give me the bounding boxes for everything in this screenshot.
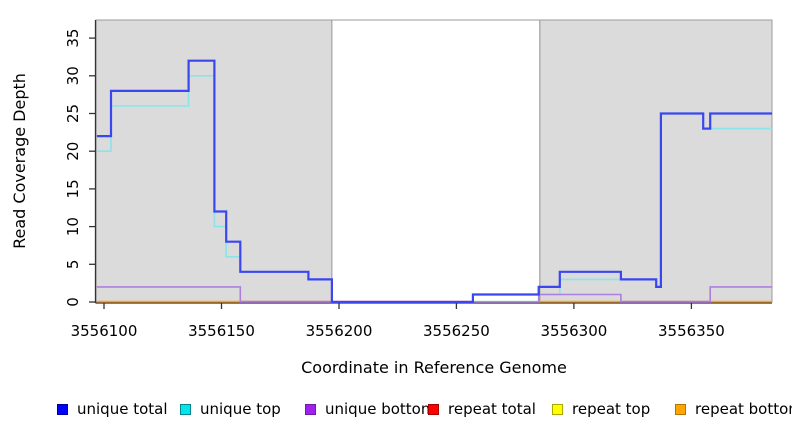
legend-item-unique-top: unique top bbox=[180, 400, 281, 418]
y-tick-label: 0 bbox=[64, 297, 82, 307]
x-tick-label: 3556300 bbox=[540, 322, 607, 340]
x-tick-label: 3556250 bbox=[423, 322, 490, 340]
x-tick-label: 3556150 bbox=[188, 322, 255, 340]
line-unique-bottom bbox=[96, 286, 772, 303]
y-tick-label: 30 bbox=[64, 66, 82, 85]
legend-swatch-icon bbox=[428, 403, 439, 415]
legend-item-repeat-total: repeat total bbox=[428, 400, 536, 418]
legend-label-unique-total: unique total bbox=[77, 400, 168, 418]
x-axis-title: Coordinate in Reference Genome bbox=[301, 358, 567, 377]
legend-swatch-icon bbox=[675, 403, 686, 415]
legend-item-unique-total: unique total bbox=[57, 400, 168, 418]
y-tick-label: 20 bbox=[64, 142, 82, 161]
legend-label-unique-top: unique top bbox=[200, 400, 281, 418]
shaded-region-right bbox=[539, 19, 773, 303]
legend-swatch-icon bbox=[57, 403, 68, 415]
legend-item-repeat-bottom: repeat bottom bbox=[675, 400, 792, 418]
y-tick-label: 35 bbox=[64, 29, 82, 48]
x-tick-label: 3556100 bbox=[71, 322, 138, 340]
clear-region-middle bbox=[331, 19, 541, 303]
line-unique-total bbox=[96, 59, 772, 304]
legend-swatch-icon bbox=[552, 403, 563, 415]
y-tick-label: 15 bbox=[64, 179, 82, 198]
lines-layer bbox=[96, 59, 772, 304]
y-tick-label: 10 bbox=[64, 217, 82, 236]
legend-label-repeat-bottom: repeat bottom bbox=[695, 400, 792, 418]
legend-item-repeat-top: repeat top bbox=[552, 400, 651, 418]
x-tick-label: 3556350 bbox=[658, 322, 725, 340]
y-axis-title: Read Coverage Depth bbox=[10, 73, 29, 249]
y-tick-label: 25 bbox=[64, 104, 82, 123]
axes-layer: 3556100 3556150 3556200 3556250 3556300 35563… bbox=[64, 20, 772, 340]
y-tick-label: 5 bbox=[64, 260, 82, 270]
legend-item-unique-bottom: unique bottom bbox=[305, 400, 436, 418]
x-tick-label: 3556200 bbox=[306, 322, 373, 340]
legend-label-unique-bottom: unique bottom bbox=[325, 400, 436, 418]
legend-swatch-icon bbox=[180, 403, 191, 415]
regions-layer bbox=[95, 19, 773, 303]
legend-swatch-icon bbox=[305, 403, 316, 415]
legend-label-repeat-total: repeat total bbox=[448, 400, 536, 418]
legend-label-repeat-top: repeat top bbox=[572, 400, 651, 418]
legend: unique total unique top unique bottom repea… bbox=[0, 398, 792, 424]
